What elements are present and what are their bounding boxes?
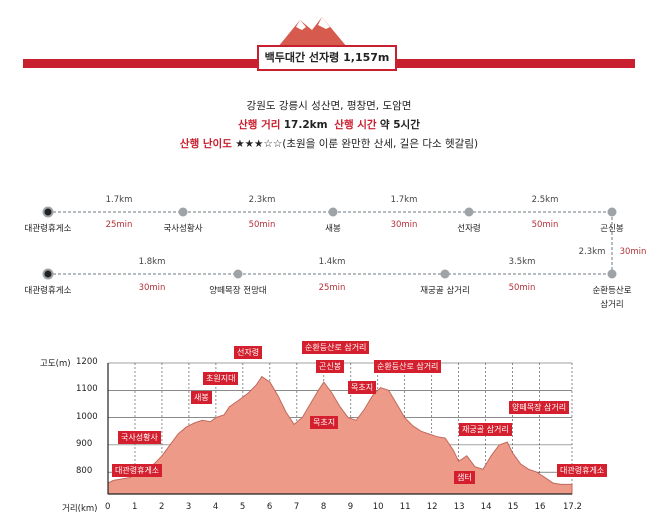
- elevation-annotation: 대관령휴게소: [557, 464, 608, 477]
- elevation-annotation: 초원지대: [203, 372, 239, 385]
- route-time: 50min: [248, 220, 276, 230]
- route-distance: 1.7km: [390, 195, 418, 205]
- difficulty-label: 산행 난이도: [179, 138, 232, 150]
- route-distance: 3.5km: [508, 257, 536, 267]
- y-tick-label: 1000: [76, 411, 98, 422]
- y-tick-label: 1100: [76, 384, 98, 395]
- elevation-annotation: 목초지: [310, 416, 339, 429]
- route-stop-marker: [328, 207, 338, 217]
- x-tick-label: 17.2: [563, 502, 582, 512]
- x-tick-label: 0: [105, 502, 111, 512]
- x-tick-label: 15: [507, 502, 519, 512]
- route-distance: 2.3km: [248, 195, 276, 205]
- route-stop-marker: [440, 269, 450, 279]
- route-time: 25min: [105, 220, 133, 230]
- elevation-annotation: 새봉: [191, 391, 212, 404]
- x-tick-label: 5: [239, 502, 246, 512]
- x-tick-label: 7: [293, 502, 300, 512]
- x-tick-label: 1: [131, 502, 138, 512]
- elevation-annotation: 국사성황사: [118, 431, 161, 444]
- route-distance: 2.3km: [578, 247, 606, 257]
- route-stop-marker: [607, 207, 617, 217]
- difficulty-value: ★★★☆☆(초원을 이룬 완만한 산세, 길은 다소 헷갈림): [235, 138, 479, 150]
- route-time: 50min: [531, 220, 559, 230]
- page-title: 백두대간 선자령 1,157m: [257, 45, 397, 71]
- route-distance: 1.8km: [138, 257, 166, 267]
- x-tick-label: 16: [534, 502, 546, 512]
- route-stop-label: 순환등산로 삼거리: [592, 286, 632, 310]
- route-stop-marker: [178, 207, 188, 217]
- elevation-annotation: 선자령: [234, 346, 263, 359]
- route-time: 50min: [508, 283, 536, 293]
- x-tick-label: 14: [480, 502, 492, 512]
- x-tick-label: 13: [453, 502, 465, 512]
- route-distance: 1.7km: [105, 195, 133, 205]
- elevation-annotation: 순환등산로 삼거리: [302, 341, 370, 354]
- route-stop-marker: [42, 206, 54, 218]
- route-time: 30min: [390, 220, 418, 230]
- route-stop-label: 대관령휴게소: [24, 286, 72, 296]
- route-stop-label: 선자령: [457, 224, 481, 234]
- y-tick-label: 1200: [76, 357, 98, 367]
- route-stop-marker: [42, 268, 54, 280]
- chart-axes: [107, 363, 572, 495]
- x-tick-label: 2: [158, 502, 165, 512]
- x-tick-label: 12: [426, 502, 438, 512]
- elevation-annotation: 재궁골 삼거리: [459, 423, 512, 436]
- x-tick-label: 8: [320, 502, 327, 512]
- route-stop-label: 국사성황사: [163, 224, 203, 234]
- hike-summary: 산행 거리 17.2km 산행 시간 약 5시간: [0, 117, 658, 132]
- route-stop-label: 대관령휴게소: [24, 224, 72, 234]
- route-time: 30min: [138, 283, 166, 293]
- route-stop-label: 양떼목장 전망대: [209, 286, 267, 296]
- x-tick-label: 6: [266, 502, 273, 512]
- elevation-annotation: 순환등산로 삼거리: [374, 360, 442, 373]
- route-stop-marker: [464, 207, 474, 217]
- y-axis-label: 고도(m): [40, 359, 71, 369]
- time-label: 산행 시간: [334, 119, 377, 131]
- time-value: 약 5시간: [379, 119, 420, 131]
- elevation-area: [107, 375, 573, 495]
- elevation-annotation: 목초지: [348, 381, 377, 394]
- x-tick-label: 4: [212, 502, 219, 512]
- x-tick-label: 11: [399, 502, 411, 512]
- y-tick-label: 900: [76, 438, 93, 449]
- route-stop-label: 재궁골 삼거리: [420, 286, 470, 296]
- x-tick-label: 9: [347, 502, 354, 512]
- y-tick-label: 800: [76, 466, 93, 477]
- difficulty-text: 산행 난이도 ★★★☆☆(초원을 이룬 완만한 산세, 길은 다소 헷갈림): [0, 136, 658, 151]
- route-stop-marker: [607, 269, 617, 279]
- elevation-annotation: 샘터: [454, 471, 475, 484]
- route-distance: 2.5km: [531, 195, 559, 205]
- route-stop-label: 새봉: [325, 224, 341, 234]
- route-distance: 1.4km: [318, 257, 346, 267]
- x-tick-label: 3: [185, 502, 192, 512]
- mountain-icon: [278, 17, 347, 47]
- distance-label: 산행 거리: [238, 119, 281, 131]
- route-time: 30min: [619, 247, 647, 257]
- x-axis-label: 거리(km): [62, 504, 98, 514]
- location-text: 강원도 강릉시 성산면, 평창면, 도암면: [246, 100, 412, 112]
- elevation-annotation: 양떼목장 삼거리: [509, 401, 570, 414]
- distance-value: 17.2km: [283, 119, 328, 131]
- route-stop-marker: [233, 269, 243, 279]
- route-stop-label: 곤신봉: [600, 224, 624, 234]
- elevation-annotation: 곤신봉: [316, 360, 345, 373]
- route-time: 25min: [318, 283, 346, 293]
- x-tick-label: 10: [372, 502, 384, 512]
- elevation-annotation: 대관령휴게소: [112, 464, 163, 477]
